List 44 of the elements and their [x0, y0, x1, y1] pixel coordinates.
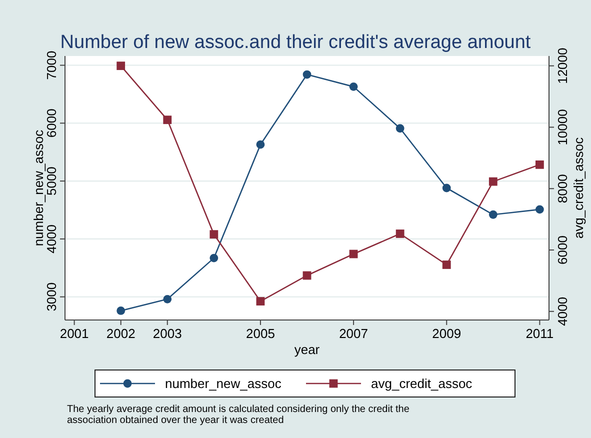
x-tick-label: 2001 — [60, 326, 89, 341]
y2-tick-label: 10000 — [555, 109, 570, 146]
x-tick-label: 2009 — [432, 326, 462, 341]
legend-label: number_new_assoc — [165, 376, 282, 391]
y-axis-title: number_new_assoc — [31, 129, 46, 246]
point — [535, 205, 544, 214]
y-tick-label: 7000 — [44, 50, 59, 80]
point — [302, 271, 312, 280]
y2-tick-label: 12000 — [555, 48, 570, 84]
point — [302, 70, 312, 79]
chart-title: Number of new assoc.and their credit's average amount — [60, 32, 532, 53]
point — [256, 140, 265, 149]
y-tick-label: 6000 — [44, 108, 59, 138]
x-axis-title: year — [294, 342, 320, 357]
point — [256, 297, 265, 306]
y2-tick-label: 4000 — [555, 296, 570, 326]
point — [210, 254, 218, 262]
point — [396, 124, 404, 133]
y-tick-label: 3000 — [44, 282, 59, 312]
x-tick-label: 2002 — [106, 326, 136, 341]
x-tick-label: 2011 — [526, 326, 554, 341]
x-tick-label: 2003 — [152, 326, 182, 341]
point — [163, 294, 172, 304]
y-tick-label: 5000 — [44, 166, 59, 196]
legend-label: avg_credit_assoc — [371, 376, 473, 391]
point — [442, 260, 451, 269]
x-tick-label: 2005 — [246, 326, 275, 341]
point — [488, 210, 498, 219]
point — [396, 230, 404, 238]
point — [116, 306, 126, 315]
y2-tick-label: 8000 — [555, 174, 570, 204]
y-tick-label: 4000 — [44, 224, 59, 254]
point — [488, 177, 498, 186]
point — [442, 184, 451, 192]
text: The yearly average credit amount is calculated considering only the credit the association obtained over the year it was created — [67, 404, 410, 426]
point — [349, 250, 358, 258]
point — [116, 62, 126, 70]
point — [535, 160, 544, 169]
y2-tick-label: 6000 — [555, 236, 570, 264]
point — [163, 116, 172, 124]
point — [349, 82, 358, 91]
x-tick-label: 2007 — [339, 326, 368, 341]
y2-axis-title: avg_credit_assoc — [571, 136, 586, 239]
point — [210, 230, 218, 239]
